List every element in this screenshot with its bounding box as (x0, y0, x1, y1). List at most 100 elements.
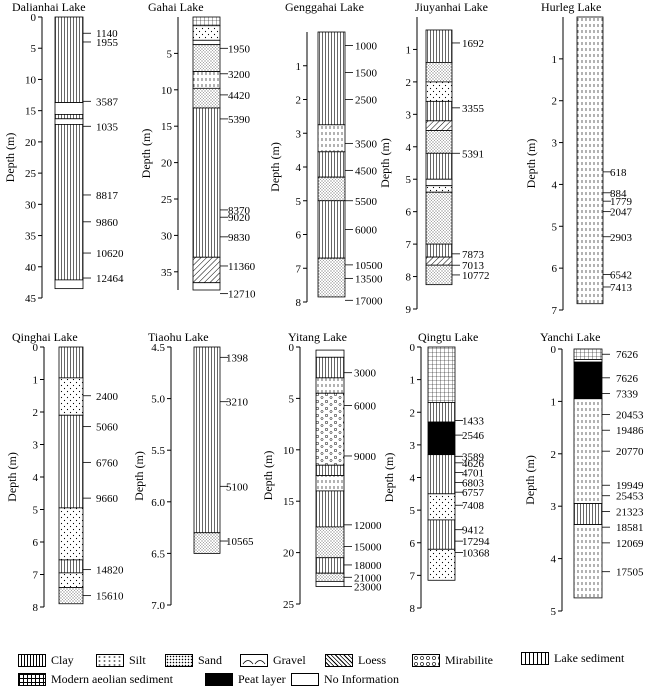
layer-lake (315, 377, 345, 394)
age-label: 1433 (462, 415, 485, 427)
age-label: 4626 (462, 458, 485, 470)
age-label: 5500 (355, 196, 378, 208)
tick-label: 0 (33, 342, 39, 354)
legend-item-mirabilite: Mirabilite (412, 653, 493, 667)
age-label: 1779 (610, 196, 633, 208)
age-label: 1955 (96, 37, 119, 49)
age-label: 2400 (96, 391, 119, 403)
layer-clay (425, 152, 453, 180)
age-label: 6760 (96, 457, 119, 469)
age-label: 3200 (228, 69, 251, 81)
layer-none (54, 279, 84, 290)
core-panel-tiaohu-lake: Tiaohu Lake Depth (m) 4.5 5.0 5.5 6.0 6.5 7.0 13… (132, 330, 254, 612)
tick-label: 5 (33, 505, 39, 517)
tick-label: 35 (25, 231, 37, 243)
tick-label: 8 (296, 297, 302, 309)
core-panel-dalianhai-lake: Dalianhai Lake Depth (m) 0 5 10 15 20 25 30 35 40 4… (3, 0, 124, 305)
age-label: 10565 (226, 536, 254, 548)
tick-label: 1 (296, 61, 302, 73)
layer-lake (573, 398, 603, 504)
layer-silt (427, 493, 456, 521)
legend-label: Modern aeolian sediment (51, 671, 173, 686)
age-label: 884 (610, 188, 627, 200)
y-axis-label: Depth (m) (5, 452, 19, 502)
age-label: 6803 (462, 477, 485, 489)
tick-label: 20 (161, 158, 173, 170)
tick-label: 5 (552, 221, 558, 233)
gravel-swatch-icon (240, 653, 268, 667)
tick-label: 3 (551, 501, 557, 513)
legend-item-silt: Silt (96, 653, 146, 667)
age-label: 3500 (355, 138, 378, 150)
layer-clay (54, 16, 84, 103)
age-label: 5060 (96, 422, 119, 434)
peat-swatch-icon (205, 672, 233, 686)
age-label: 9830 (228, 232, 251, 244)
tick-label: 20 (283, 548, 295, 560)
y-axis-label: Depth (m) (139, 129, 153, 179)
age-label: 8370 (228, 205, 251, 217)
tick-label: 5 (410, 505, 416, 517)
age-label: 9020 (228, 212, 251, 224)
legend-label: Gravel (273, 652, 306, 667)
tick-label: 1 (33, 375, 39, 387)
tick-label: 6 (552, 263, 558, 275)
layer-clay (317, 200, 346, 259)
layer-sand (315, 572, 345, 582)
tick-label: 30 (25, 199, 37, 211)
age-label: 3210 (226, 397, 249, 409)
core-title: Yanchi Lake (540, 330, 600, 344)
tick-label: 40 (25, 262, 37, 274)
layer-sand (315, 526, 345, 559)
layer-silt (58, 377, 84, 416)
age-label: 9000 (354, 451, 377, 463)
legend-item-loess: Loess (325, 653, 386, 667)
layer-clay (315, 356, 345, 379)
aeolian-swatch-icon (18, 672, 46, 686)
age-label: 9412 (462, 525, 484, 537)
age-label: 12710 (228, 289, 256, 301)
layer-lake (576, 16, 604, 305)
age-label: 7408 (462, 500, 485, 512)
tick-label: 25 (161, 194, 173, 206)
age-label: 4500 (355, 165, 378, 177)
tick-label: 9 (406, 304, 412, 316)
layer-clay (427, 402, 456, 423)
age-label: 7626 (616, 373, 639, 385)
tick-label: 25 (25, 168, 37, 180)
age-label: 9660 (96, 493, 119, 505)
age-label: 5100 (226, 481, 249, 493)
legend-label: Mirabilite (445, 652, 493, 667)
layer-loess (192, 256, 221, 284)
layer-clay (315, 557, 345, 574)
age-label: 2903 (610, 232, 633, 244)
tick-label: 2 (296, 95, 302, 107)
layer-sand (193, 532, 221, 554)
tick-label: 15 (161, 121, 173, 133)
tick-label: 4 (406, 142, 412, 154)
layer-clay (425, 100, 453, 122)
tick-label: 5 (551, 606, 557, 618)
age-label: 20453 (616, 410, 644, 422)
layer-sand (317, 257, 346, 298)
age-label: 7873 (462, 249, 485, 261)
age-label: 13500 (355, 273, 383, 285)
layer-loess (425, 120, 453, 131)
tick-label: 5 (296, 196, 302, 208)
layer-none (54, 102, 84, 115)
tick-label: 0 (551, 344, 557, 356)
age-label: 1140 (96, 28, 118, 40)
core-title: Yitang Lake (288, 330, 347, 344)
age-label: 2500 (355, 95, 378, 107)
layer-peat (573, 361, 603, 400)
layer-mira (315, 392, 345, 466)
legend-item-modern-aeolian: Modern aeolian sediment (18, 672, 173, 686)
core-panel-gahai-lake: Gahai Lake Depth (m) 5 10 15 20 25 30 35 1950 3200… (139, 0, 256, 301)
legend-label: No Information (324, 671, 399, 686)
core-panel-qinghai-lake: Qinghai Lake Depth (m) 0 1 2 3 4 5 6 7 8 2400 5060 67… (5, 330, 124, 614)
core-title: Qinghai Lake (12, 330, 78, 344)
layer-clay (425, 243, 453, 258)
layer-none (315, 349, 345, 358)
age-label: 1000 (355, 41, 378, 53)
